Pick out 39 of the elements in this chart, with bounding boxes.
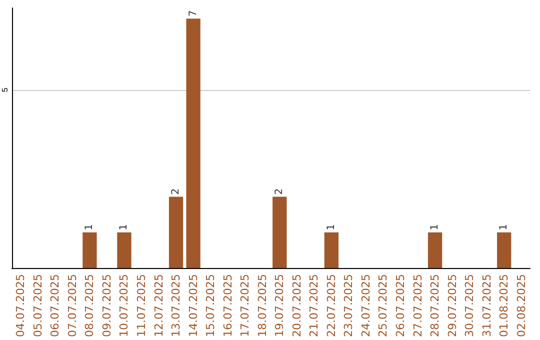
x-tick-label: 22.07.2025	[324, 274, 338, 338]
x-tick-label: 24.07.2025	[359, 274, 372, 338]
x-tick-label: 17.07.2025	[238, 274, 252, 338]
y-tick-label: 5	[0, 87, 10, 92]
x-tick-label: 26.07.2025	[394, 274, 407, 338]
x-tick-label: 28.07.2025	[428, 274, 442, 338]
x-tick-label: 25.07.2025	[376, 274, 390, 338]
x-tick-label: 01.08.2025	[498, 274, 511, 338]
x-tick-label: 14.07.2025	[186, 274, 200, 338]
x-tick-label: 21.07.2025	[308, 274, 321, 338]
x-tick-label: 05.07.2025	[31, 274, 44, 338]
x-tick-label: 19.07.2025	[273, 274, 286, 338]
data-label: 2	[274, 188, 286, 195]
x-tick-label: 20.07.2025	[290, 274, 304, 338]
data-label: 7	[188, 10, 199, 17]
data-label: 2	[170, 188, 182, 195]
x-tick-label: 18.07.2025	[256, 274, 269, 338]
data-label: 1	[430, 224, 441, 230]
data-label: 1	[118, 224, 130, 230]
data-label: 1	[84, 224, 96, 230]
data-label: 1	[498, 224, 510, 230]
x-tick-label: 23.07.2025	[342, 274, 356, 338]
x-tick-label: 27.07.2025	[411, 274, 424, 338]
x-tick-label: 08.07.2025	[83, 274, 96, 338]
x-tick-label: 15.07.2025	[204, 274, 218, 338]
data-label: 1	[326, 224, 337, 230]
x-tick-label: 07.07.2025	[66, 274, 79, 338]
x-tick-label: 11.07.2025	[135, 274, 148, 338]
x-tick-label: 13.07.2025	[170, 274, 183, 338]
x-tick-label: 06.07.2025	[48, 274, 62, 338]
x-tick-label: 30.07.2025	[463, 274, 476, 338]
x-tick-label: 29.07.2025	[446, 274, 459, 338]
x-tick-label: 02.08.2025	[514, 274, 528, 338]
x-tick-label: 10.07.2025	[118, 274, 131, 338]
x-tick-label: 04.07.2025	[14, 274, 28, 338]
x-tick-label: 31.07.2025	[480, 274, 494, 338]
x-tick-label: 09.07.2025	[100, 274, 114, 338]
x-tick-label: 16.07.2025	[221, 274, 234, 338]
x-tick-label: 12.07.2025	[152, 274, 166, 338]
